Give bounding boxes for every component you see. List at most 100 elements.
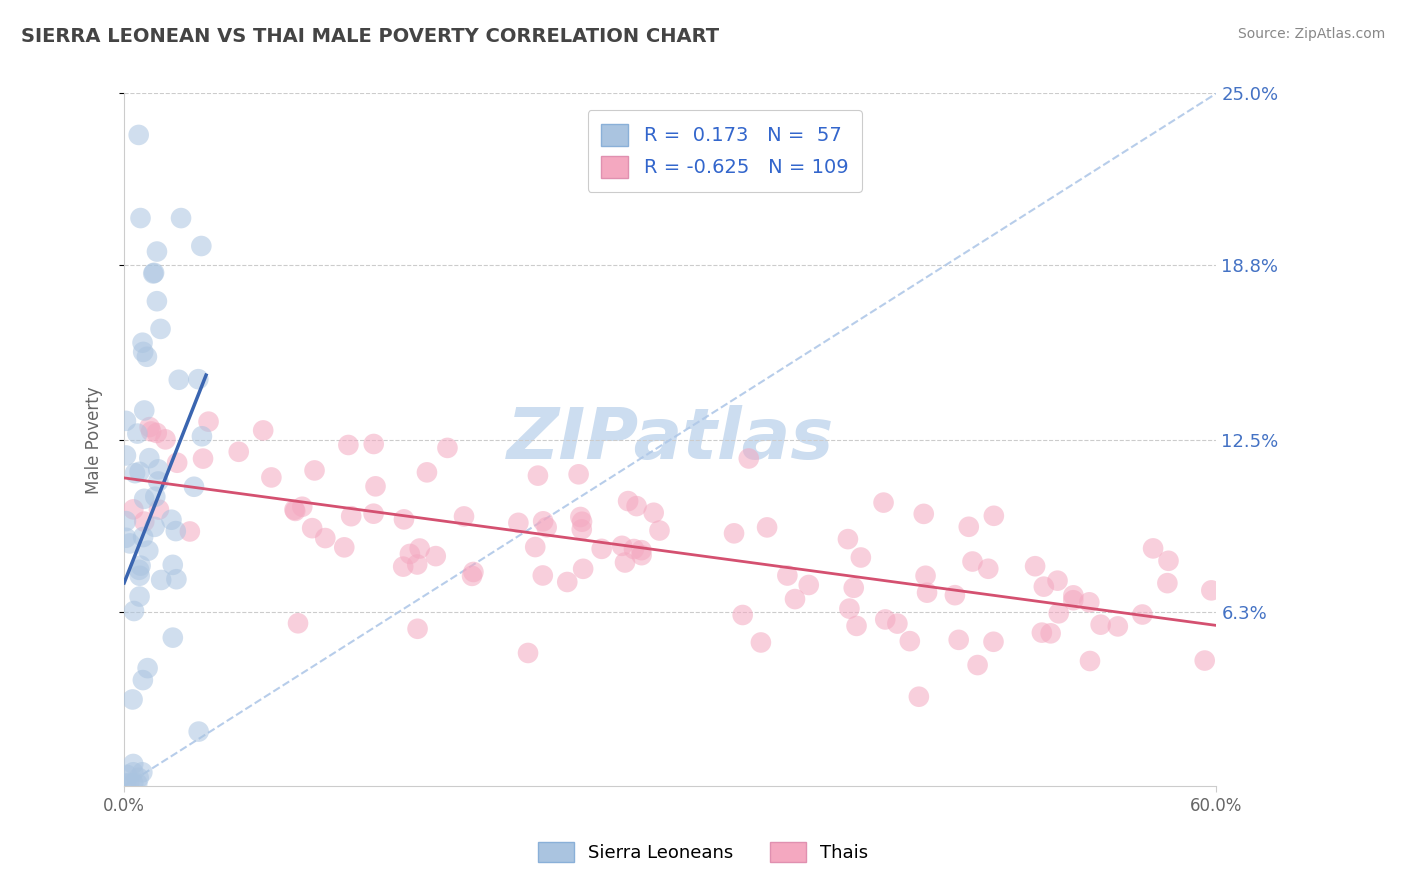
Point: [508, 516, 530, 530]
Point: [571, 522, 593, 536]
Point: [756, 520, 779, 534]
Point: [425, 549, 447, 563]
Point: [363, 437, 385, 451]
Point: [115, 514, 138, 528]
Point: [337, 438, 360, 452]
Point: [1156, 576, 1178, 591]
Point: [131, 335, 153, 350]
Point: [165, 572, 187, 586]
Point: [517, 646, 540, 660]
Point: [842, 581, 865, 595]
Point: [898, 634, 921, 648]
Point: [160, 513, 183, 527]
Point: [1090, 617, 1112, 632]
Point: [131, 765, 153, 780]
Point: [121, 692, 143, 706]
Point: [128, 128, 150, 142]
Point: [648, 524, 671, 538]
Point: [776, 568, 799, 582]
Point: [155, 433, 177, 447]
Point: [406, 558, 429, 572]
Point: [122, 776, 145, 790]
Y-axis label: Male Poverty: Male Poverty: [86, 386, 103, 493]
Point: [132, 345, 155, 359]
Point: [143, 266, 166, 280]
Point: [134, 515, 156, 529]
Point: [1031, 625, 1053, 640]
Point: [630, 543, 652, 558]
Point: [115, 531, 138, 545]
Point: [145, 425, 167, 440]
Point: [138, 451, 160, 466]
Point: [179, 524, 201, 539]
Point: [115, 449, 138, 463]
Point: [122, 502, 145, 516]
Point: [1062, 593, 1084, 607]
Point: [738, 451, 761, 466]
Point: [908, 690, 931, 704]
Legend: R =  0.173   N =  57, R = -0.625   N = 109: R = 0.173 N = 57, R = -0.625 N = 109: [588, 110, 862, 192]
Point: [1201, 583, 1223, 598]
Point: [416, 466, 439, 480]
Point: [146, 244, 169, 259]
Point: [287, 616, 309, 631]
Point: [406, 622, 429, 636]
Point: [128, 563, 150, 577]
Text: Source: ZipAtlas.com: Source: ZipAtlas.com: [1237, 27, 1385, 41]
Point: [301, 521, 323, 535]
Point: [124, 466, 146, 480]
Point: [148, 502, 170, 516]
Point: [304, 463, 326, 477]
Point: [127, 426, 149, 441]
Point: [392, 512, 415, 526]
Point: [783, 592, 806, 607]
Point: [531, 514, 554, 528]
Text: ZIPatlas: ZIPatlas: [506, 405, 834, 475]
Point: [957, 520, 980, 534]
Point: [626, 499, 648, 513]
Text: SIERRA LEONEAN VS THAI MALE POVERTY CORRELATION CHART: SIERRA LEONEAN VS THAI MALE POVERTY CORR…: [21, 27, 720, 45]
Point: [122, 756, 145, 771]
Point: [170, 211, 193, 225]
Point: [943, 588, 966, 602]
Point: [283, 502, 305, 516]
Point: [392, 559, 415, 574]
Point: [1078, 595, 1101, 609]
Point: [1078, 654, 1101, 668]
Point: [146, 294, 169, 309]
Point: [1132, 607, 1154, 622]
Point: [136, 661, 159, 675]
Point: [731, 607, 754, 622]
Point: [408, 541, 430, 556]
Point: [463, 565, 485, 579]
Point: [134, 403, 156, 417]
Point: [572, 562, 595, 576]
Point: [191, 451, 214, 466]
Point: [1032, 580, 1054, 594]
Point: [643, 506, 665, 520]
Point: [143, 490, 166, 504]
Point: [531, 568, 554, 582]
Point: [138, 420, 160, 434]
Point: [127, 776, 149, 790]
Point: [129, 558, 152, 573]
Point: [135, 350, 157, 364]
Point: [948, 632, 970, 647]
Point: [149, 322, 172, 336]
Point: [983, 508, 1005, 523]
Point: [527, 468, 550, 483]
Point: [1157, 554, 1180, 568]
Point: [291, 500, 314, 514]
Point: [886, 616, 908, 631]
Point: [797, 578, 820, 592]
Point: [536, 520, 558, 534]
Point: [132, 530, 155, 544]
Point: [118, 776, 141, 790]
Point: [141, 425, 163, 439]
Point: [524, 540, 547, 554]
Point: [187, 724, 209, 739]
Point: [252, 424, 274, 438]
Point: [363, 507, 385, 521]
Point: [749, 635, 772, 649]
Point: [461, 569, 484, 583]
